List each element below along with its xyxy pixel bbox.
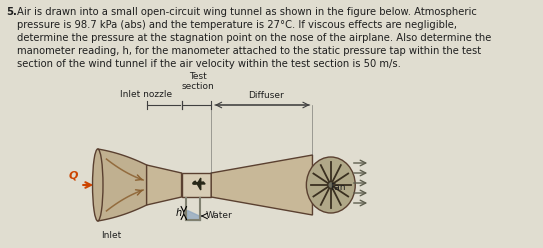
Text: Air is drawn into a small open-circuit wing tunnel as shown in the figure below.: Air is drawn into a small open-circuit w… <box>17 7 492 69</box>
Text: Inlet: Inlet <box>101 231 122 240</box>
Ellipse shape <box>92 149 103 221</box>
Polygon shape <box>197 178 201 190</box>
Text: Inlet nozzle: Inlet nozzle <box>121 90 173 99</box>
Polygon shape <box>187 210 200 219</box>
Circle shape <box>328 182 334 188</box>
Circle shape <box>306 157 355 213</box>
Polygon shape <box>147 165 181 205</box>
Text: 5.: 5. <box>6 7 17 17</box>
Polygon shape <box>181 173 211 197</box>
Text: h: h <box>176 208 182 218</box>
Polygon shape <box>98 149 147 221</box>
Text: Diffuser: Diffuser <box>248 91 284 100</box>
Polygon shape <box>193 182 205 184</box>
Text: Q: Q <box>69 170 79 180</box>
Polygon shape <box>194 181 195 184</box>
Text: Test
section: Test section <box>182 72 214 91</box>
Text: Water: Water <box>206 212 232 220</box>
Polygon shape <box>211 155 312 215</box>
Text: Fan: Fan <box>330 183 345 191</box>
